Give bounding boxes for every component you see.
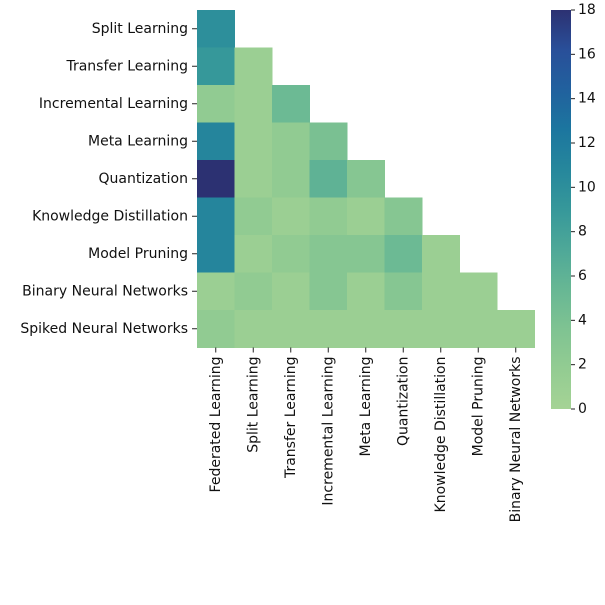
heatmap-cell bbox=[309, 122, 348, 161]
y-tick-label: Transfer Learning bbox=[65, 58, 188, 74]
heatmap-cell bbox=[347, 272, 385, 311]
heatmap-cell bbox=[234, 85, 273, 123]
heatmap-cell bbox=[309, 272, 348, 311]
heatmap-cell bbox=[197, 310, 235, 348]
y-tick-labels: Split Learning Transfer Learning Increment… bbox=[20, 21, 197, 337]
colorbar-tick-label: 12 bbox=[578, 135, 596, 151]
x-tick-label: Split Learning bbox=[245, 357, 261, 453]
heatmap-cell bbox=[234, 310, 273, 348]
heatmap-cell bbox=[384, 235, 423, 273]
colorbar-tick-label: 6 bbox=[578, 268, 587, 284]
heatmap-cell bbox=[197, 235, 235, 273]
heatmap-cell bbox=[197, 10, 235, 48]
y-tick-label: Incremental Learning bbox=[39, 96, 188, 112]
colorbar-ticks: 0 2 4 6 8 10 12 14 16 18 bbox=[571, 2, 596, 417]
colorbar-tick-label: 14 bbox=[578, 91, 596, 107]
heatmap-cell bbox=[272, 160, 310, 198]
heatmap-cell bbox=[347, 310, 385, 348]
x-tick-label: Federated Learning bbox=[208, 357, 224, 493]
heatmap-cell bbox=[309, 235, 348, 273]
colorbar-tick-label: 16 bbox=[578, 46, 596, 62]
x-tick-label: Binary Neural Networks bbox=[508, 357, 524, 523]
heatmap-cell bbox=[234, 272, 273, 311]
heatmap-cell bbox=[497, 310, 535, 348]
y-tick-label: Knowledge Distillation bbox=[32, 208, 188, 224]
heatmap-cell bbox=[272, 310, 310, 348]
heatmap-cell bbox=[197, 85, 235, 123]
colorbar-tick-label: 18 bbox=[578, 2, 596, 18]
heatmap-cell bbox=[309, 310, 348, 348]
y-tick-label: Model Pruning bbox=[88, 246, 188, 262]
x-tick-label: Quantization bbox=[395, 357, 411, 446]
y-tick-label: Binary Neural Networks bbox=[22, 283, 188, 299]
heatmap-cell bbox=[272, 197, 310, 236]
colorbar-tick-label: 4 bbox=[578, 312, 587, 328]
x-tick-label: Incremental Learning bbox=[320, 357, 336, 506]
heatmap-cell bbox=[384, 310, 423, 348]
heatmap-cell bbox=[459, 272, 498, 311]
heatmap-cell bbox=[459, 310, 498, 348]
heatmap-cell bbox=[309, 160, 348, 198]
heatmap-cell bbox=[197, 47, 235, 86]
heatmap-cell bbox=[234, 197, 273, 236]
y-tick-label: Quantization bbox=[99, 171, 188, 187]
y-tick-label: Spiked Neural Networks bbox=[20, 321, 188, 337]
heatmap-cell bbox=[272, 85, 310, 123]
heatmap-cell bbox=[272, 272, 310, 311]
heatmap-cell bbox=[347, 197, 385, 236]
heatmap-cells bbox=[197, 10, 535, 348]
heatmap-cell bbox=[234, 160, 273, 198]
heatmap-cell bbox=[197, 197, 235, 236]
heatmap-cell bbox=[234, 122, 273, 161]
x-tick-label: Transfer Learning bbox=[283, 357, 299, 480]
x-tick-labels: Federated Learning Split Learning Transfer… bbox=[208, 347, 524, 523]
heatmap-cell bbox=[197, 272, 235, 311]
x-tick-label: Knowledge Distillation bbox=[433, 357, 449, 513]
heatmap-cell bbox=[197, 122, 235, 161]
y-tick-label: Split Learning bbox=[92, 21, 188, 37]
colorbar-tick-label: 0 bbox=[578, 401, 587, 417]
colorbar bbox=[551, 10, 571, 409]
heatmap-cell bbox=[309, 197, 348, 236]
heatmap-cell bbox=[422, 272, 460, 311]
heatmap-cell bbox=[347, 235, 385, 273]
heatmap-cell bbox=[197, 160, 235, 198]
heatmap-cell bbox=[234, 235, 273, 273]
heatmap-cell bbox=[422, 310, 460, 348]
heatmap-cell bbox=[234, 47, 273, 86]
heatmap-cell bbox=[384, 197, 423, 236]
heatmap-cell bbox=[272, 122, 310, 161]
heatmap-cell bbox=[347, 160, 385, 198]
colorbar-tick-label: 10 bbox=[578, 179, 596, 195]
heatmap-cell bbox=[272, 235, 310, 273]
heatmap-cell bbox=[422, 235, 460, 273]
heatmap-cell bbox=[384, 272, 423, 311]
x-tick-label: Model Pruning bbox=[470, 357, 486, 457]
x-tick-label: Meta Learning bbox=[358, 357, 374, 457]
colorbar-tick-label: 8 bbox=[578, 224, 587, 240]
y-tick-label: Meta Learning bbox=[88, 133, 188, 149]
colorbar-tick-label: 2 bbox=[578, 357, 587, 373]
